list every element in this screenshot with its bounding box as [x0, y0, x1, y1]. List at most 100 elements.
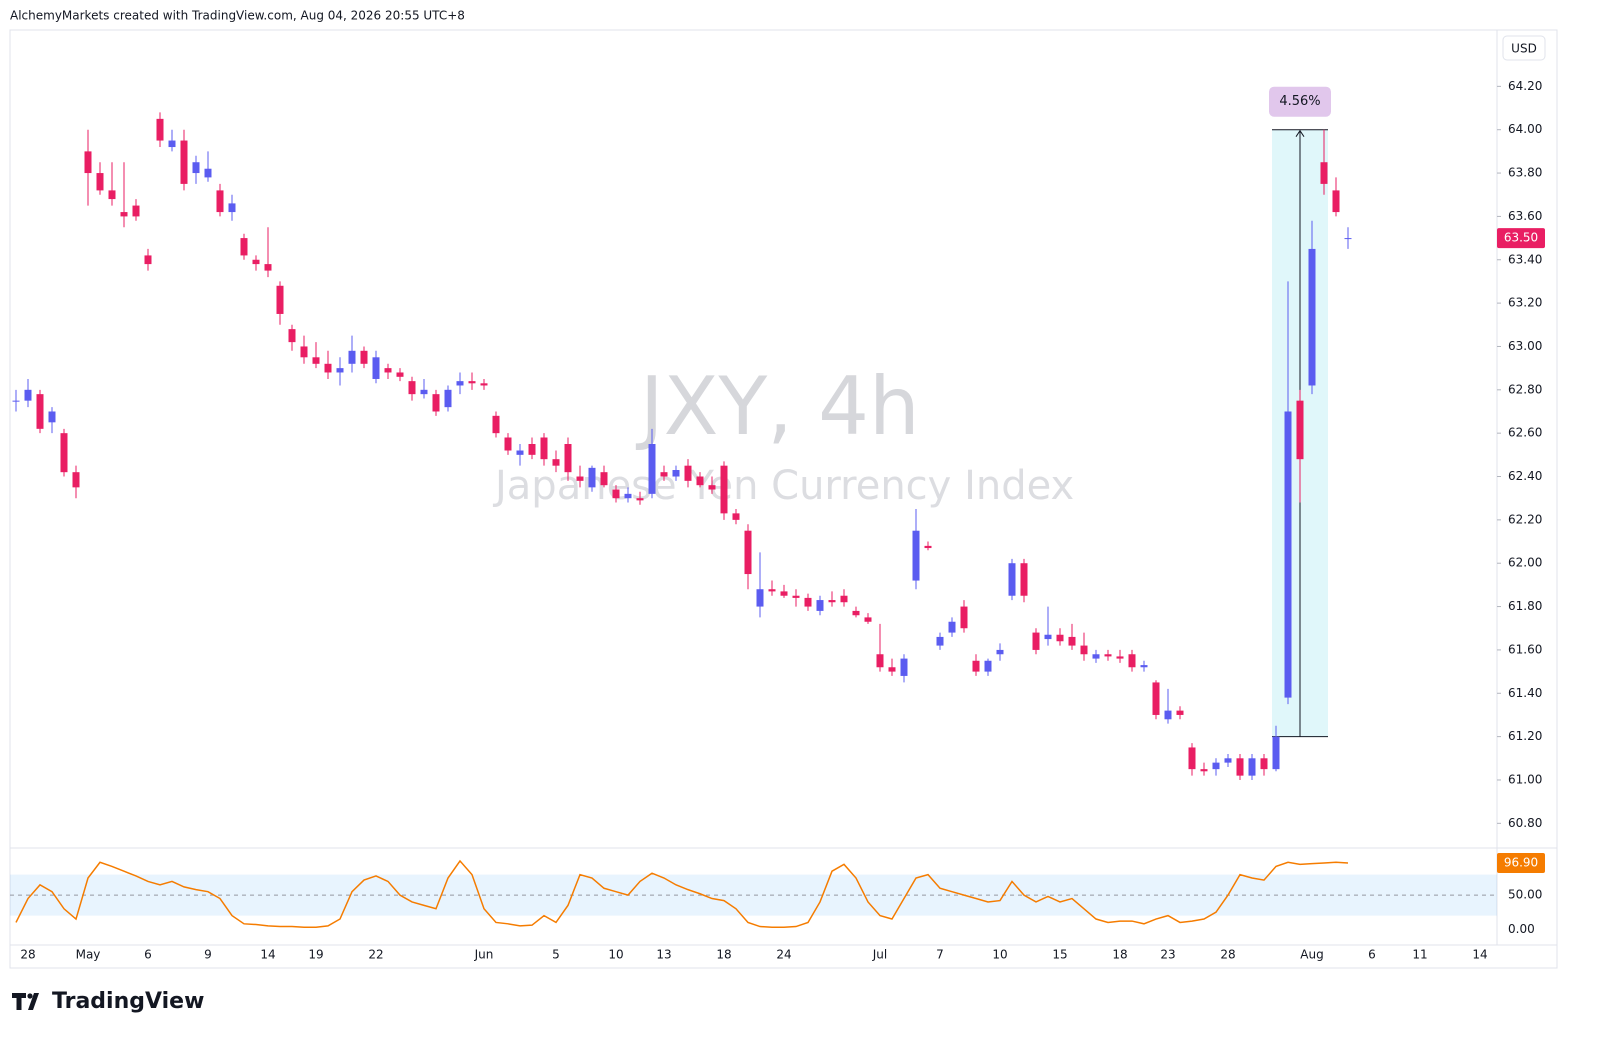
candle-body: [1200, 769, 1208, 772]
x-tick-label: 23: [1160, 948, 1175, 962]
candle-body: [456, 381, 464, 386]
candle-body: [864, 617, 872, 622]
candle-body: [144, 255, 152, 265]
candle-body: [96, 173, 104, 191]
candle-body: [204, 168, 212, 178]
watermark-symbol: JXY, 4h: [635, 360, 920, 453]
y-tick-label: 61.60: [1508, 642, 1542, 656]
candle-body: [912, 530, 920, 581]
candle-body: [648, 444, 656, 494]
candle-body: [1272, 736, 1280, 770]
candle-body: [1104, 654, 1112, 657]
candle-body: [1284, 411, 1292, 698]
x-tick-label: Aug: [1300, 948, 1323, 962]
candle-body: [360, 350, 368, 364]
candle-body: [696, 476, 704, 486]
y-tick-label: 61.40: [1508, 686, 1542, 700]
candle-body: [996, 649, 1004, 655]
candle-body: [348, 350, 356, 364]
y-tick-label: 61.80: [1508, 599, 1542, 613]
currency-box[interactable]: [1502, 35, 1546, 61]
brand-logo: TradingView: [12, 989, 204, 1014]
candle-body: [1212, 762, 1220, 770]
candle-body: [660, 472, 668, 477]
candle-body: [12, 400, 20, 402]
last-price-label: 63.50: [1504, 231, 1538, 245]
x-tick-label: 18: [716, 948, 731, 962]
x-tick-label: 15: [1052, 948, 1067, 962]
y-tick-label: 62.40: [1508, 469, 1542, 483]
candle-body: [828, 600, 836, 603]
candle-body: [84, 151, 92, 174]
candle-body: [1224, 758, 1232, 763]
candle-body: [756, 589, 764, 607]
candle-body: [552, 459, 560, 466]
candle-body: [252, 259, 260, 265]
candle-body: [900, 658, 908, 676]
brand-name: TradingView: [52, 989, 204, 1014]
candle-body: [396, 372, 404, 377]
y-tick-label: 62.80: [1508, 382, 1542, 396]
candle-body: [576, 476, 584, 481]
candle-body: [1068, 636, 1076, 646]
candle-body: [1092, 654, 1100, 659]
candle-body: [624, 493, 632, 499]
candle-body: [1020, 563, 1028, 596]
candle-body: [72, 472, 80, 488]
candle-body: [1236, 758, 1244, 776]
y-tick-label: 61.20: [1508, 729, 1542, 743]
candle-body: [528, 444, 536, 455]
candle-body: [744, 530, 752, 575]
candle-body: [1140, 665, 1148, 668]
indicator-last-label: 96.90: [1504, 856, 1538, 870]
x-tick-label: 19: [308, 948, 323, 962]
candle-body: [24, 389, 32, 401]
y-tick-label: 61.00: [1508, 772, 1542, 786]
candle-body: [432, 394, 440, 412]
x-tick-label: 14: [260, 948, 275, 962]
chart-frame: [9, 29, 1558, 969]
currency-label[interactable]: USD: [1511, 42, 1537, 56]
candle-body: [540, 437, 548, 460]
candle-body: [36, 394, 44, 429]
candle-body: [1056, 634, 1064, 642]
indicator-last-box: [1497, 853, 1545, 874]
y-tick-label: 63.00: [1508, 339, 1542, 353]
candle-body: [216, 190, 224, 213]
y-tick-label: 63.20: [1508, 296, 1542, 310]
candle-body: [708, 485, 716, 490]
candle-body: [60, 433, 68, 473]
candle-body: [1116, 656, 1124, 659]
candle-body: [876, 654, 884, 668]
candle-body: [960, 606, 968, 629]
candle-body: [228, 203, 236, 213]
candle-body: [504, 437, 512, 451]
candle-body: [1248, 758, 1256, 776]
candle-body: [180, 140, 188, 184]
candle-body: [1080, 645, 1088, 655]
y-tick-label: 63.60: [1508, 209, 1542, 223]
candle-body: [612, 489, 620, 499]
x-tick-label: 11: [1412, 948, 1427, 962]
candle-body: [312, 357, 320, 364]
logo-dot: [27, 993, 33, 999]
candle-body: [132, 205, 140, 217]
x-tick-label: 6: [1368, 948, 1376, 962]
candle-body: [444, 389, 452, 408]
logo-icon: [12, 993, 39, 1010]
x-tick-label: 7: [936, 948, 944, 962]
measure-label-box: [1269, 86, 1331, 117]
candle-body: [168, 140, 176, 148]
candle-body: [1164, 710, 1172, 720]
candle-body: [420, 389, 428, 395]
candle-body: [780, 591, 788, 596]
candle-body: [972, 660, 980, 672]
indicator-tick-label: 50.00: [1508, 888, 1542, 902]
candle-body: [324, 363, 332, 373]
x-tick-label: 28: [20, 948, 35, 962]
candle-body: [1260, 758, 1268, 770]
candle-body: [300, 346, 308, 358]
candle-body: [288, 329, 296, 343]
